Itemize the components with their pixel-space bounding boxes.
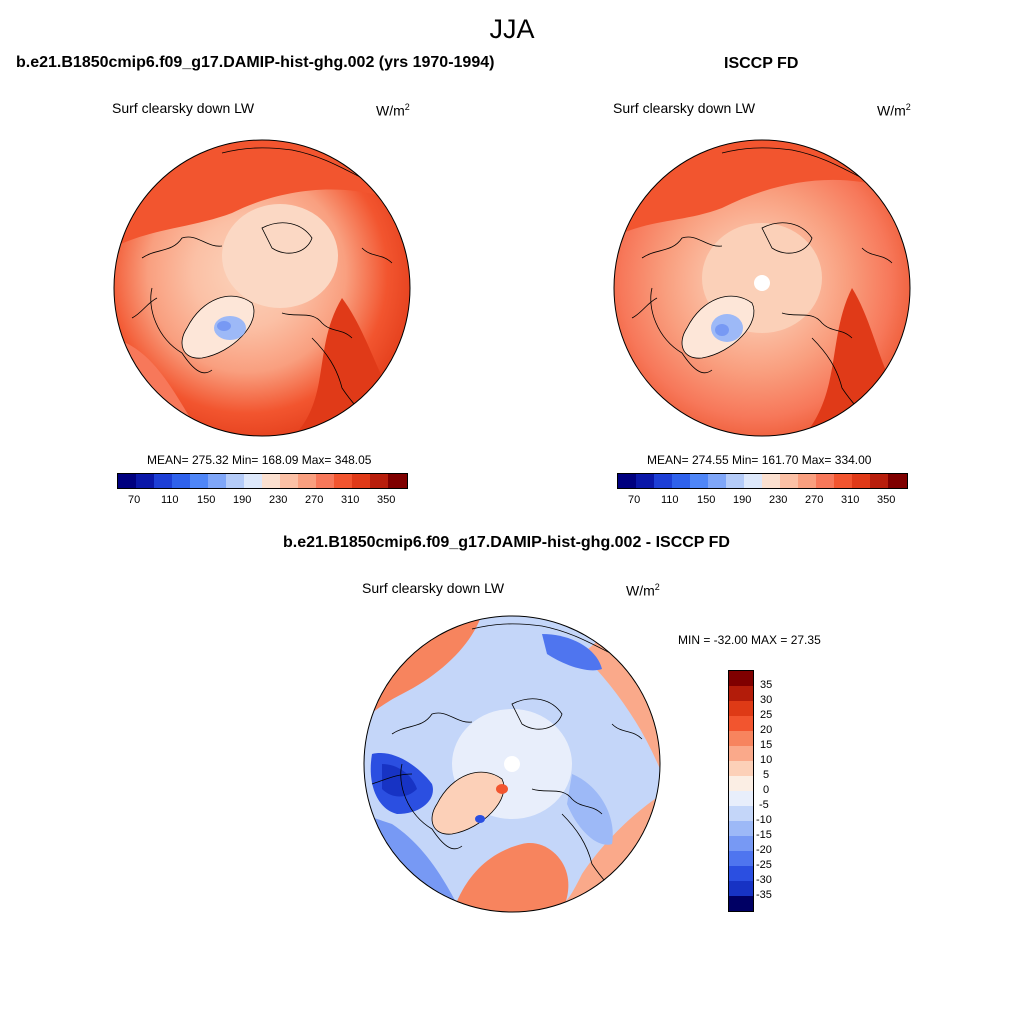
- diff-colorbar-label: 15: [760, 739, 773, 751]
- left-colorbar-label: 270: [305, 494, 324, 506]
- right-variable-label: Surf clearsky down LW: [613, 100, 756, 116]
- left-colorbar-label: 70: [128, 494, 141, 506]
- diff-colorbar-swatch: [729, 716, 753, 731]
- left-colorbar-label: 190: [233, 494, 252, 506]
- diff-colorbar: [728, 670, 754, 912]
- diff-colorbar-swatch: [729, 896, 753, 911]
- right-colorbar-label: 270: [805, 494, 824, 506]
- right-colorbar-label: 350: [877, 494, 896, 506]
- right-colorbar-swatch: [762, 474, 780, 488]
- left-colorbar-label: 150: [197, 494, 216, 506]
- diff-units-label: W/m2: [626, 582, 660, 599]
- right-colorbar-swatch: [672, 474, 690, 488]
- diff-polar-map: [363, 615, 661, 913]
- right-colorbar-swatch: [708, 474, 726, 488]
- diff-panel-title: b.e21.B1850cmip6.f09_g17.DAMIP-hist-ghg.…: [283, 534, 730, 551]
- left-variable-label: Surf clearsky down LW: [112, 100, 255, 116]
- right-colorbar-swatch: [618, 474, 636, 488]
- main-title: JJA: [489, 14, 535, 44]
- left-colorbar-swatch: [334, 474, 352, 488]
- left-colorbar-swatch: [154, 474, 172, 488]
- diff-colorbar-swatch: [729, 866, 753, 881]
- right-colorbar-swatch: [780, 474, 798, 488]
- left-colorbar-swatch: [388, 474, 407, 488]
- left-polar-map: [113, 139, 411, 437]
- left-colorbar-label: 350: [377, 494, 396, 506]
- left-colorbar-swatch: [118, 474, 136, 488]
- left-colorbar-swatch: [298, 474, 316, 488]
- right-stats: MEAN= 274.55 Min= 161.70 Max= 334.00: [647, 453, 872, 467]
- right-colorbar-swatch: [654, 474, 672, 488]
- diff-colorbar-label: 30: [760, 694, 773, 706]
- diff-colorbar-label: 5: [763, 769, 770, 781]
- left-colorbar-swatch: [208, 474, 226, 488]
- right-colorbar-swatch: [798, 474, 816, 488]
- right-colorbar-label: 190: [733, 494, 752, 506]
- left-colorbar: [117, 473, 408, 489]
- left-colorbar-label: 310: [341, 494, 360, 506]
- right-panel-title: ISCCP FD: [724, 55, 799, 72]
- right-colorbar-label: 230: [769, 494, 788, 506]
- diff-colorbar-label: 20: [760, 724, 773, 736]
- right-colorbar-label: 150: [697, 494, 716, 506]
- left-colorbar-label: 110: [161, 494, 179, 506]
- right-colorbar-swatch: [852, 474, 870, 488]
- left-colorbar-swatch: [136, 474, 154, 488]
- left-colorbar-swatch: [226, 474, 244, 488]
- left-colorbar-swatch: [280, 474, 298, 488]
- right-units-label: W/m2: [877, 102, 911, 119]
- diff-colorbar-swatch: [729, 776, 753, 791]
- diff-colorbar-label: -30: [756, 874, 772, 886]
- diff-colorbar-swatch: [729, 821, 753, 836]
- right-colorbar-label: 110: [661, 494, 679, 506]
- diff-colorbar-label: -5: [759, 799, 769, 811]
- right-colorbar-swatch: [690, 474, 708, 488]
- left-units-label: W/m2: [376, 102, 410, 119]
- diff-stats: MIN = -32.00 MAX = 27.35: [678, 633, 821, 647]
- diff-colorbar-swatch: [729, 881, 753, 896]
- right-colorbar-swatch: [834, 474, 852, 488]
- diff-colorbar-swatch: [729, 671, 753, 686]
- diff-colorbar-swatch: [729, 746, 753, 761]
- diff-colorbar-label: 35: [760, 679, 773, 691]
- right-polar-map: [613, 139, 911, 437]
- right-colorbar-swatch: [744, 474, 762, 488]
- left-colorbar-swatch: [370, 474, 388, 488]
- right-colorbar-swatch: [726, 474, 744, 488]
- diff-colorbar-label: 25: [760, 709, 773, 721]
- right-colorbar-label: 70: [628, 494, 641, 506]
- diff-colorbar-label: -35: [756, 889, 772, 901]
- left-colorbar-swatch: [316, 474, 334, 488]
- right-colorbar-swatch: [816, 474, 834, 488]
- left-colorbar-swatch: [244, 474, 262, 488]
- right-colorbar-swatch: [636, 474, 654, 488]
- left-colorbar-swatch: [352, 474, 370, 488]
- diff-colorbar-label: -10: [756, 814, 772, 826]
- diff-colorbar-swatch: [729, 701, 753, 716]
- diff-variable-label: Surf clearsky down LW: [362, 580, 505, 596]
- left-panel-title: b.e21.B1850cmip6.f09_g17.DAMIP-hist-ghg.…: [16, 54, 495, 71]
- diff-colorbar-label: 0: [763, 784, 770, 796]
- right-colorbar: [617, 473, 908, 489]
- diff-colorbar-swatch: [729, 686, 753, 701]
- diff-colorbar-swatch: [729, 761, 753, 776]
- left-stats: MEAN= 275.32 Min= 168.09 Max= 348.05: [147, 453, 372, 467]
- left-colorbar-label: 230: [269, 494, 288, 506]
- diff-colorbar-swatch: [729, 806, 753, 821]
- left-colorbar-swatch: [172, 474, 190, 488]
- diff-colorbar-swatch: [729, 851, 753, 866]
- right-colorbar-label: 310: [841, 494, 860, 506]
- diff-colorbar-swatch: [729, 791, 753, 806]
- diff-colorbar-label: -15: [756, 829, 772, 841]
- diff-colorbar-label: 10: [760, 754, 773, 766]
- left-colorbar-swatch: [262, 474, 280, 488]
- diff-colorbar-swatch: [729, 731, 753, 746]
- left-colorbar-swatch: [190, 474, 208, 488]
- diff-colorbar-label: -20: [756, 844, 772, 856]
- right-colorbar-swatch: [870, 474, 888, 488]
- diff-colorbar-label: -25: [756, 859, 772, 871]
- right-colorbar-swatch: [888, 474, 907, 488]
- diff-colorbar-swatch: [729, 836, 753, 851]
